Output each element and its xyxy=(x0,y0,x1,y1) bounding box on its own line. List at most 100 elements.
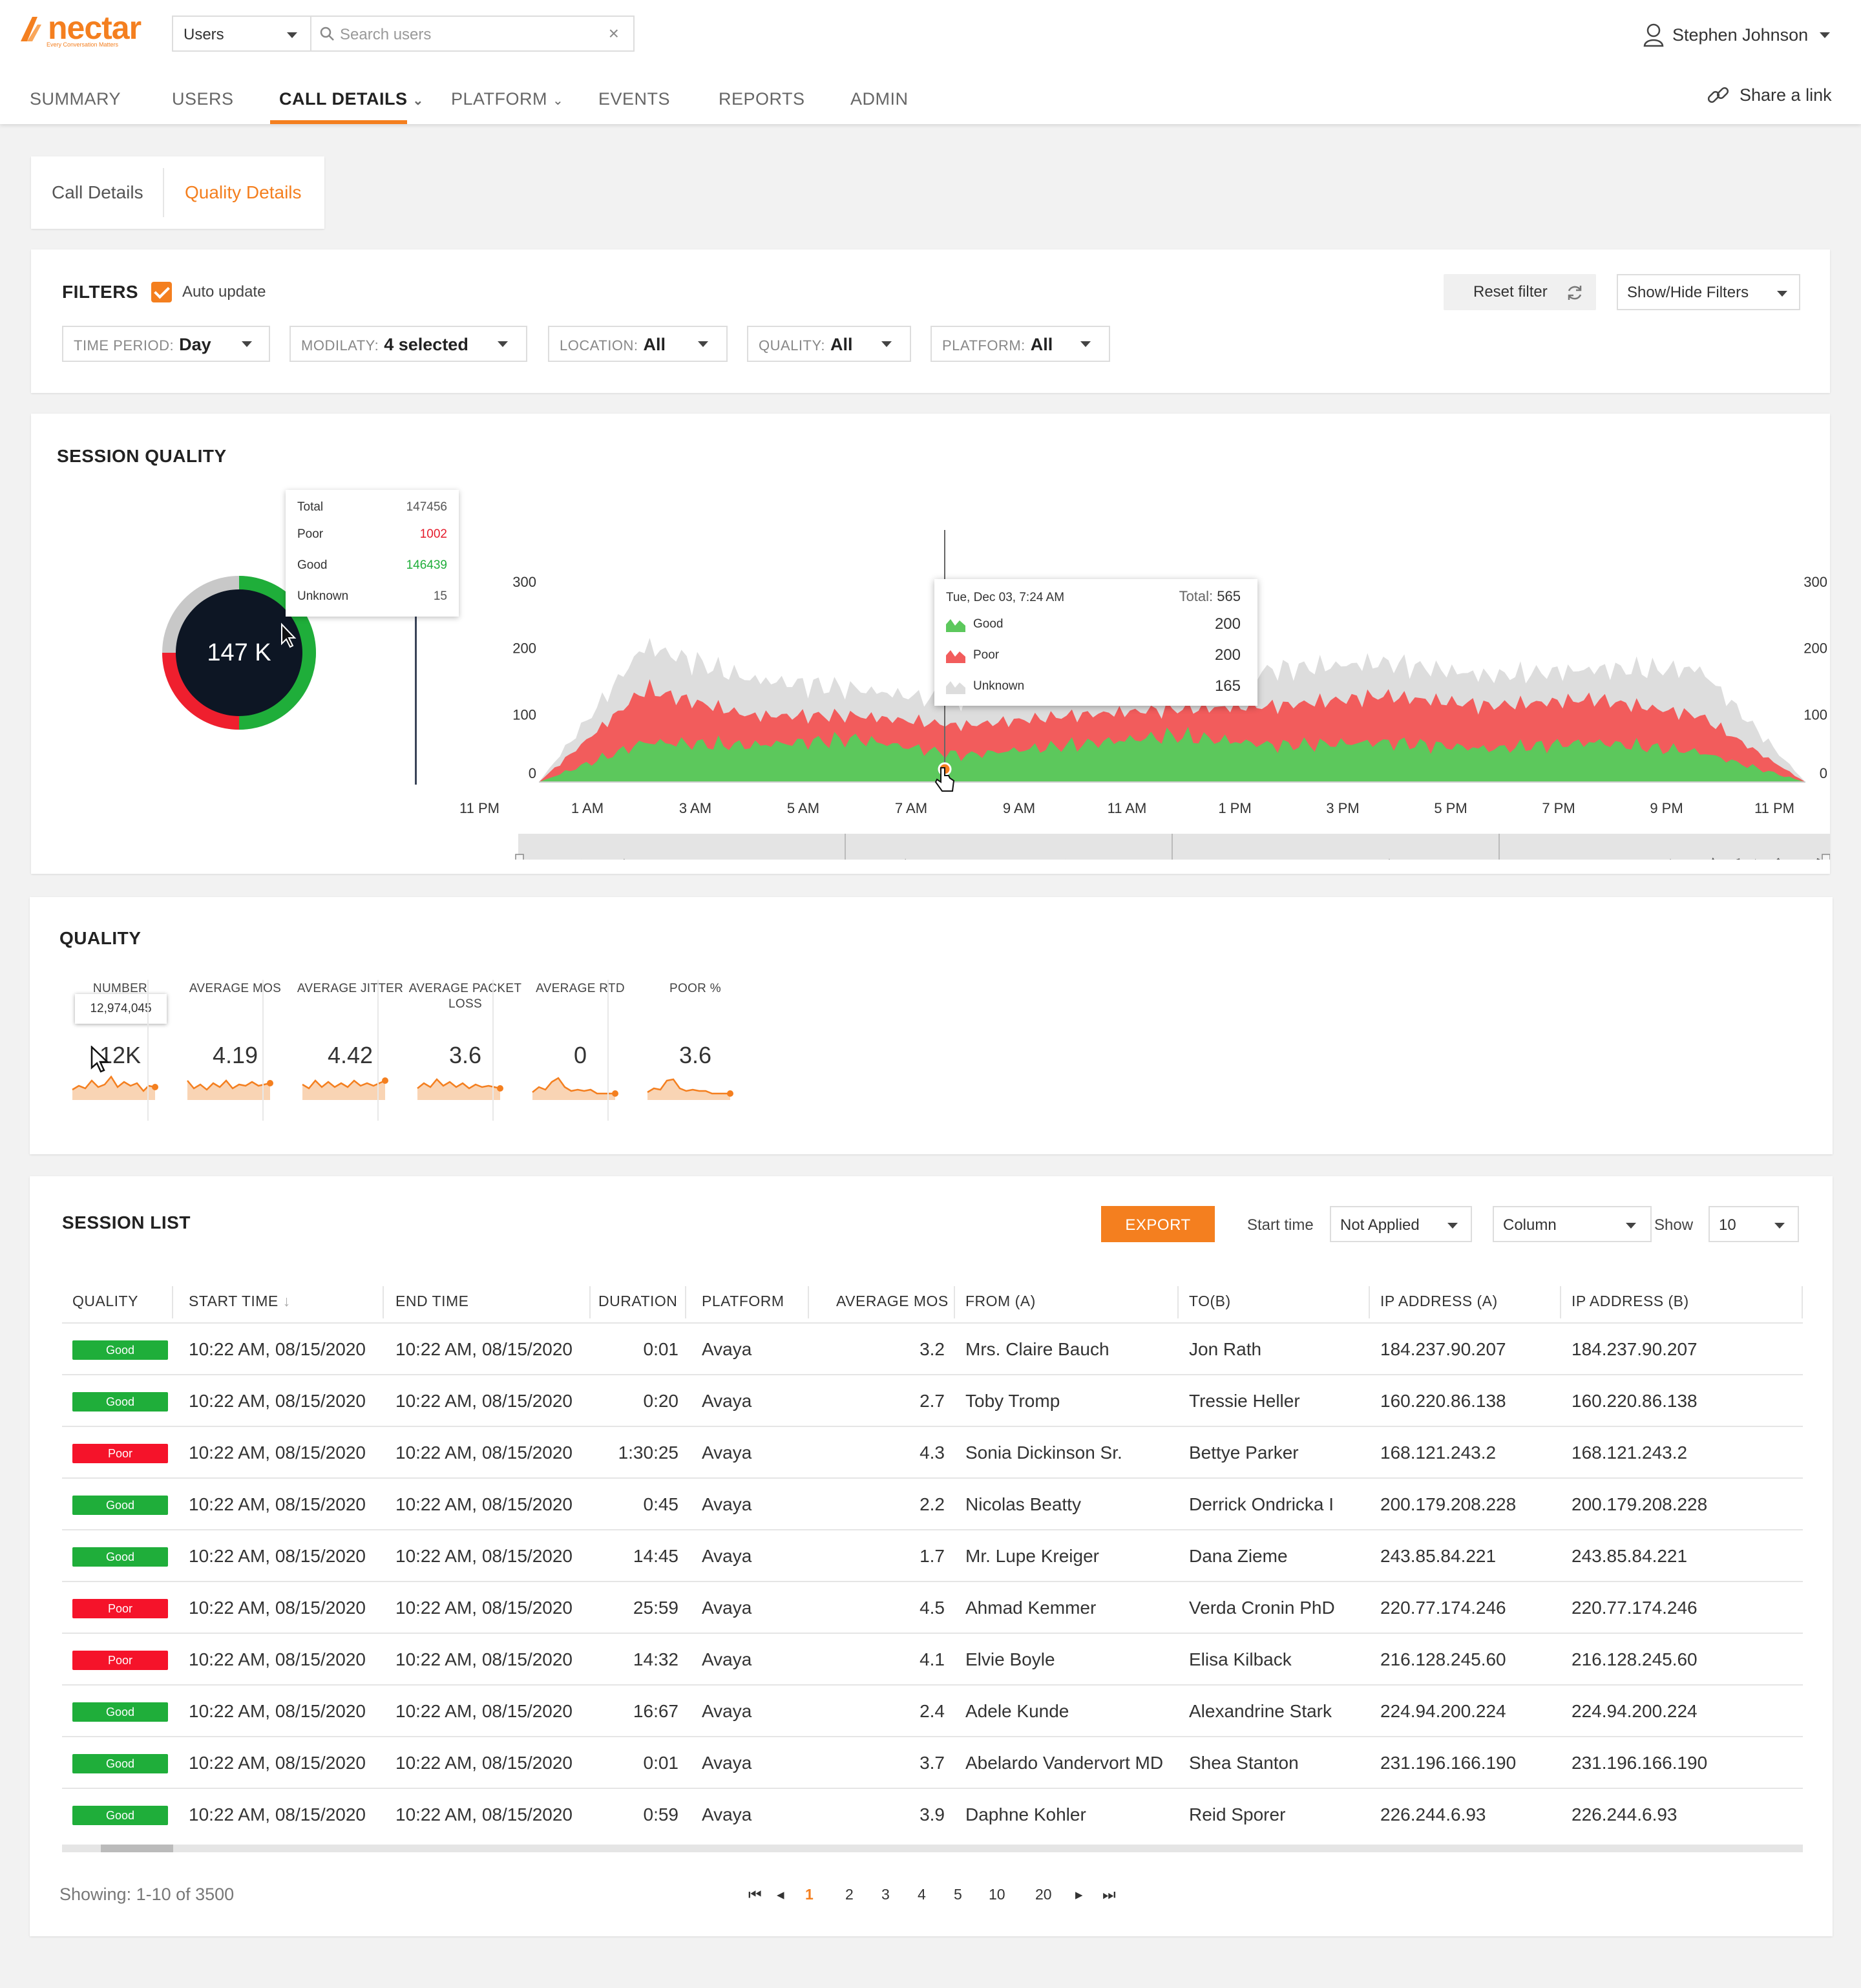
table-row[interactable]: Good 10:22 AM, 08/15/2020 10:22 AM, 08/15/… xyxy=(62,1684,1803,1736)
range-navigator[interactable] xyxy=(515,834,1830,860)
navigator-handle[interactable] xyxy=(1822,854,1830,860)
to-cell: Jon Rath xyxy=(1189,1339,1262,1359)
last-page-icon[interactable]: ⏭ xyxy=(1102,1886,1116,1903)
platform-cell: Avaya xyxy=(702,1494,752,1514)
platform-cell: Avaya xyxy=(702,1391,752,1411)
col-end-time[interactable]: END TIME xyxy=(395,1293,469,1309)
to-cell: Reid Sporer xyxy=(1189,1804,1286,1824)
nav-platform[interactable]: PLATFORM ⌄ xyxy=(451,89,563,109)
kpi-average-jitter[interactable]: AVERAGE JITTER 4.42 xyxy=(293,981,407,1123)
nectar-logo[interactable]: nectar Every Conversation Matters xyxy=(18,10,142,52)
col-from[interactable]: FROM (A) xyxy=(965,1293,1036,1309)
start-time-cell: 10:22 AM, 08/15/2020 xyxy=(189,1649,366,1669)
col-duration[interactable]: DURATION xyxy=(598,1293,678,1309)
kpi-average-packet-loss[interactable]: AVERAGE PACKET LOSS 3.6 xyxy=(408,981,522,1123)
donut-good-arc xyxy=(238,576,316,730)
col-ip-a[interactable]: IP ADDRESS (A) xyxy=(1380,1293,1498,1309)
mos-cell: 3.9 xyxy=(920,1804,945,1824)
column-divider xyxy=(589,1286,591,1318)
table-row[interactable]: Good 10:22 AM, 08/15/2020 10:22 AM, 08/15/… xyxy=(62,1477,1803,1529)
platform-cell: Avaya xyxy=(702,1649,752,1669)
col-ip-b[interactable]: IP ADDRESS (B) xyxy=(1572,1293,1689,1309)
user-menu[interactable]: Stephen Johnson xyxy=(1643,21,1831,49)
reset-filter-button[interactable]: Reset filter xyxy=(1444,274,1596,310)
showing-count: Showing: 1-10 of 3500 xyxy=(59,1885,235,1904)
kpi-number[interactable]: NUMBER 12K xyxy=(63,981,177,1123)
ip-a-cell: 224.94.200.224 xyxy=(1380,1701,1506,1721)
donut-tooltip: Total 147456 Poor 1002 Good 146439 Unknown 1… xyxy=(286,490,459,617)
table-row[interactable]: Good 10:22 AM, 08/15/2020 10:22 AM, 08/15/… xyxy=(62,1736,1803,1788)
ip-b-cell: 226.244.6.93 xyxy=(1572,1804,1677,1824)
user-name: Stephen Johnson xyxy=(1672,25,1809,45)
kpi-divider xyxy=(607,980,609,1121)
column-select[interactable]: Column xyxy=(1493,1206,1652,1242)
nav-summary[interactable]: SUMMARY xyxy=(30,89,121,109)
next-page-icon[interactable]: ▸ xyxy=(1075,1886,1083,1903)
x-tick-label: 3 AM xyxy=(679,800,711,816)
nav-reports[interactable]: REPORTS xyxy=(719,89,805,109)
page-size-select[interactable]: 10 xyxy=(1709,1206,1799,1242)
show-hide-filters-select[interactable]: Show/Hide Filters xyxy=(1617,274,1800,310)
table-row[interactable]: Good 10:22 AM, 08/15/2020 10:22 AM, 08/15/… xyxy=(62,1374,1803,1426)
brand-name: nectar xyxy=(48,10,142,46)
col-start-time[interactable]: START TIME ↓ xyxy=(189,1293,291,1310)
tab-quality-details[interactable]: Quality Details xyxy=(185,182,302,202)
search-input[interactable]: Search users × xyxy=(310,16,635,52)
first-page-icon[interactable]: ⏮ xyxy=(748,1886,762,1903)
kpi-average-mos[interactable]: AVERAGE MOS 4.19 xyxy=(178,981,292,1123)
to-cell: Derrick Ondricka I xyxy=(1189,1494,1334,1514)
chevron-down-icon: ⌄ xyxy=(412,94,424,108)
kpi-average-rtd[interactable]: AVERAGE RTD 0 xyxy=(523,981,637,1123)
x-tick-label: 1 AM xyxy=(571,800,604,816)
from-cell: Mrs. Claire Bauch xyxy=(965,1339,1109,1359)
table-row[interactable]: Poor 10:22 AM, 08/15/2020 10:22 AM, 08/15/… xyxy=(62,1426,1803,1477)
tab-call-details[interactable]: Call Details xyxy=(52,182,143,202)
page-1[interactable]: 1 xyxy=(805,1886,814,1903)
page-3[interactable]: 3 xyxy=(881,1886,890,1903)
kpi-poor-percent[interactable]: POOR % 3.6 xyxy=(638,981,752,1123)
prev-page-icon[interactable]: ◂ xyxy=(777,1886,784,1903)
scrollbar-thumb[interactable] xyxy=(101,1845,173,1852)
kpi-number-tooltip: 12,974,045 xyxy=(75,994,167,1024)
table-row[interactable]: Good 10:22 AM, 08/15/2020 10:22 AM, 08/15/… xyxy=(62,1788,1803,1839)
share-link-button[interactable]: Share a link xyxy=(1706,83,1832,107)
time-period-select[interactable]: TIME PERIOD: Day xyxy=(62,326,270,362)
page-10[interactable]: 10 xyxy=(989,1886,1005,1903)
start-time-select[interactable]: Not Applied xyxy=(1330,1206,1472,1242)
table-row[interactable]: Good 10:22 AM, 08/15/2020 10:22 AM, 08/15/… xyxy=(62,1322,1803,1374)
scope-select[interactable]: Users xyxy=(172,16,311,52)
nav-admin[interactable]: ADMIN xyxy=(850,89,909,109)
table-row[interactable]: Poor 10:22 AM, 08/15/2020 10:22 AM, 08/15/… xyxy=(62,1581,1803,1633)
col-average-mos[interactable]: AVERAGE MOS xyxy=(836,1293,949,1309)
location-select[interactable]: LOCATION: All xyxy=(548,326,728,362)
platform-cell: Avaya xyxy=(702,1546,752,1566)
x-tick-label: 5 AM xyxy=(787,800,819,816)
page-4[interactable]: 4 xyxy=(918,1886,926,1903)
nav-events[interactable]: EVENTS xyxy=(598,89,671,109)
kpi-mos-title: AVERAGE MOS xyxy=(189,982,282,995)
auto-update-checkbox[interactable] xyxy=(151,282,172,302)
horizontal-scrollbar[interactable] xyxy=(62,1845,1803,1852)
col-to[interactable]: TO(B) xyxy=(1189,1293,1231,1309)
col-platform[interactable]: PLATFORM xyxy=(702,1293,784,1309)
tab-divider xyxy=(163,168,164,217)
modality-select[interactable]: MODILATY: 4 selected xyxy=(289,326,527,362)
table-row[interactable]: Good 10:22 AM, 08/15/2020 10:22 AM, 08/15/… xyxy=(62,1529,1803,1581)
table-row[interactable]: Poor 10:22 AM, 08/15/2020 10:22 AM, 08/15/… xyxy=(62,1633,1803,1684)
col-quality[interactable]: QUALITY xyxy=(72,1293,138,1309)
quality-donut-chart[interactable]: 147 K xyxy=(155,569,323,737)
page-5[interactable]: 5 xyxy=(954,1886,962,1903)
export-button[interactable]: EXPORT xyxy=(1101,1206,1215,1242)
quality-select[interactable]: QUALITY: All xyxy=(747,326,911,362)
nav-users[interactable]: USERS xyxy=(172,89,234,109)
nav-call-details[interactable]: CALL DETAILS ⌄ xyxy=(279,89,424,109)
page-2[interactable]: 2 xyxy=(845,1886,854,1903)
chart-tooltip-poor-label: Poor xyxy=(973,648,1000,662)
page-20[interactable]: 20 xyxy=(1035,1886,1052,1903)
session-quality-area-chart[interactable]: 300 200 100 0 300 200 100 0 11 PM 1 AM 3 AM 5 AM 7 A… xyxy=(451,511,1830,860)
clear-search-icon[interactable]: × xyxy=(608,23,619,43)
navigator-handle[interactable] xyxy=(515,854,524,860)
platform-select[interactable]: PLATFORM: All xyxy=(930,326,1110,362)
y-tick-label-right: 300 xyxy=(1803,574,1827,590)
modality-label: MODILATY: xyxy=(301,337,379,354)
